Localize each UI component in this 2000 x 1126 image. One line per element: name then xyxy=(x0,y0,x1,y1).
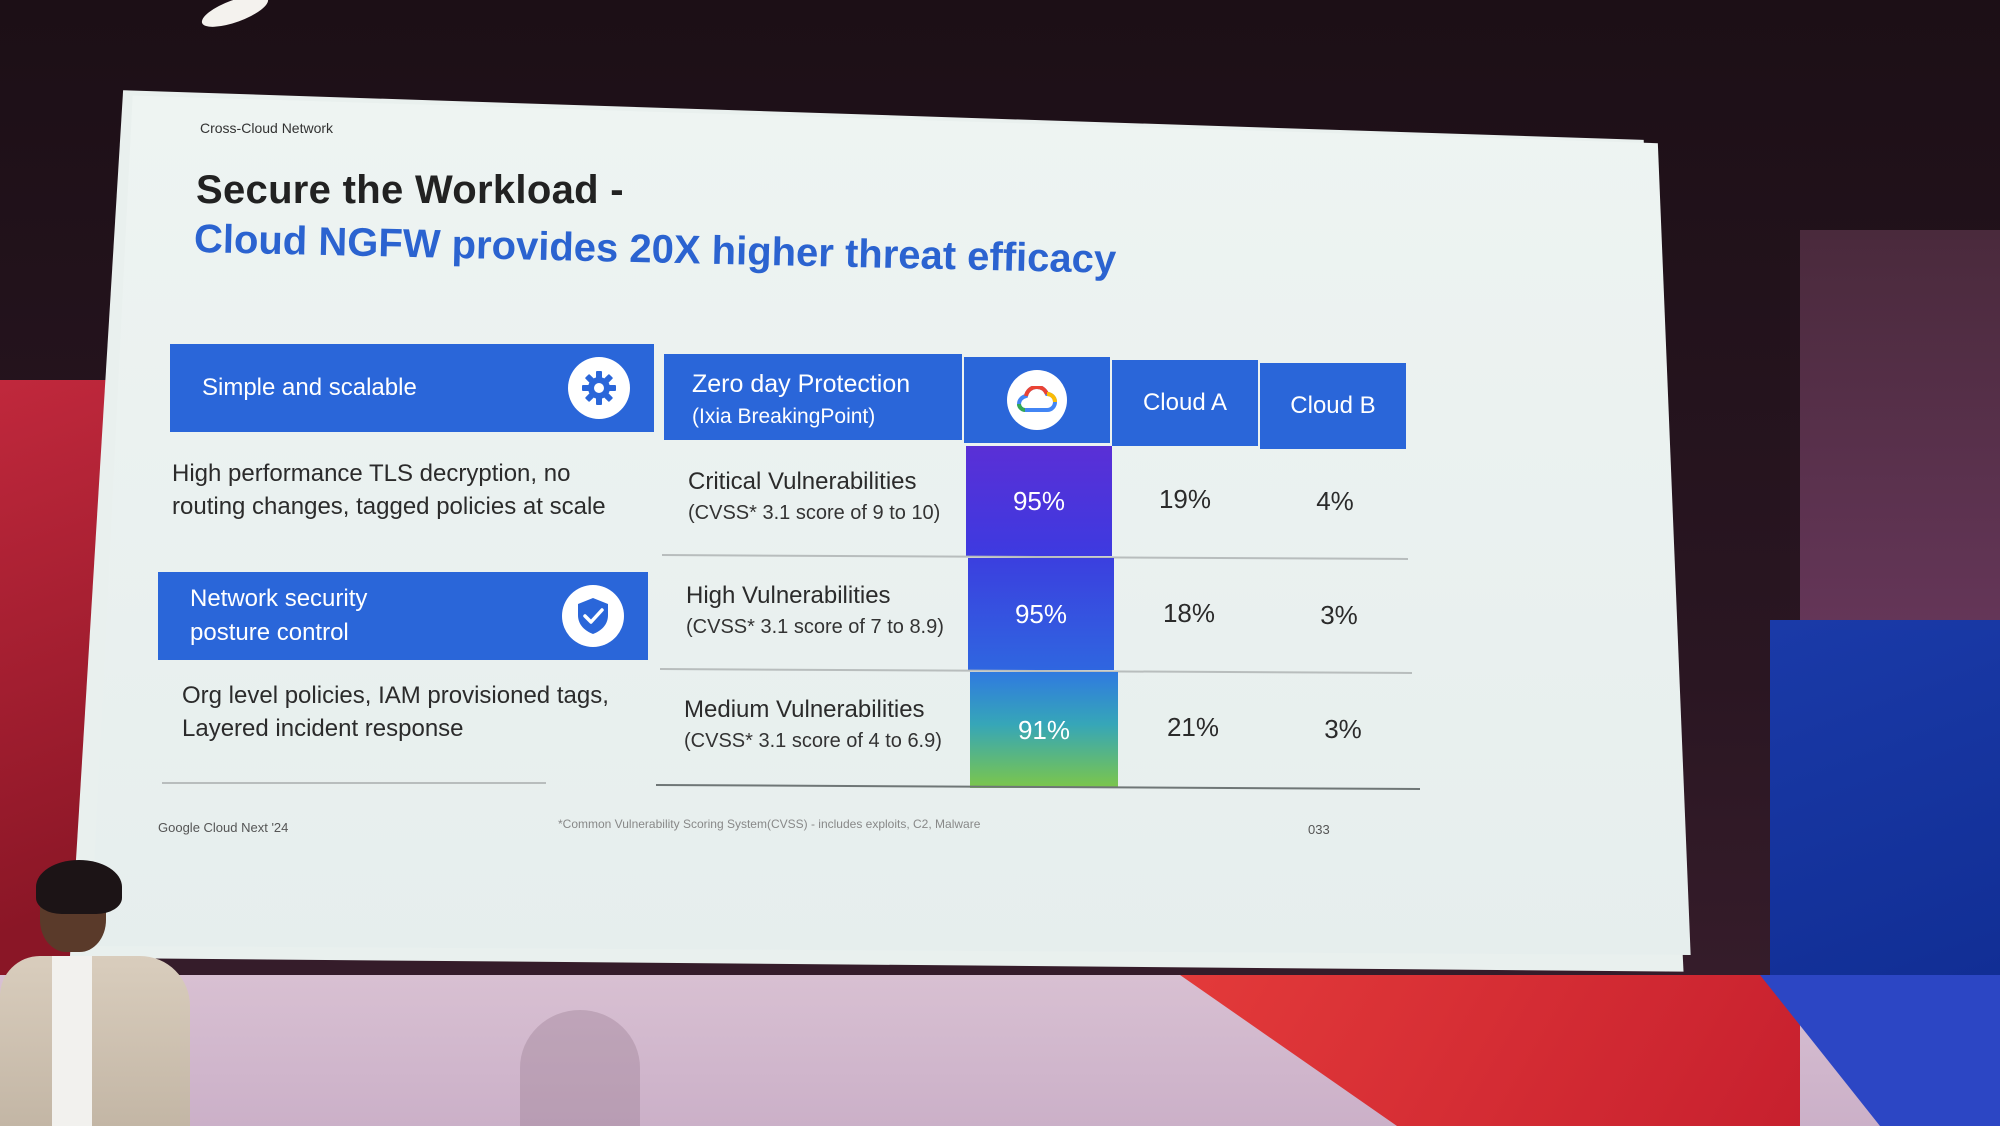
row-name: Medium Vulnerabilities xyxy=(684,696,925,723)
table-header-cloud-a: Cloud A xyxy=(1112,360,1258,446)
cloud-b-value-cell: 3% xyxy=(1324,714,1362,744)
table-header-google-cloud xyxy=(964,357,1110,443)
presentation-slide: Cross-Cloud Network Secure the Workload … xyxy=(90,95,1691,955)
google-cloud-logo-icon xyxy=(1007,370,1067,430)
feature-label: Network security posture control xyxy=(190,582,562,649)
row-name: Critical Vulnerabilities xyxy=(688,468,917,495)
floor-shadow xyxy=(520,1010,640,1126)
row-detail: (CVSS* 3.1 score of 9 to 10) xyxy=(688,502,941,524)
gear-icon xyxy=(568,357,630,419)
table-header-subtitle: (Ixia BreakingPoint) xyxy=(692,405,876,428)
feature-description: Org level policies, IAM provisioned tags… xyxy=(182,682,609,743)
cloud-a-value-cell: 18% xyxy=(1162,598,1216,628)
table-row-label: Critical Vulnerabilities (CVSS* 3.1 scor… xyxy=(688,468,940,525)
presenter-shirt xyxy=(52,956,92,1126)
feature-description: High performance TLS decryption, no rout… xyxy=(172,460,606,521)
divider xyxy=(162,782,546,784)
feature-label-line: Network security xyxy=(190,585,368,613)
row-detail: (CVSS* 3.1 score of 7 to 8.9) xyxy=(686,616,944,638)
table-header-zero-day: Zero day Protection (Ixia BreakingPoint) xyxy=(664,354,962,440)
cloud-b-value-cell: 3% xyxy=(1320,600,1358,630)
slide-title: Secure the Workload - xyxy=(196,168,624,212)
page-number: 033 xyxy=(1308,822,1330,837)
section-label: Cross-Cloud Network xyxy=(200,120,334,136)
feature-label-line: posture control xyxy=(190,619,349,646)
slide-subtitle: Cloud NGFW provides 20X higher threat ef… xyxy=(193,217,1117,282)
cloud-b-value-cell: 4% xyxy=(1316,486,1354,516)
footer-event: Google Cloud Next '24 xyxy=(158,820,289,835)
footer-footnote: *Common Vulnerability Scoring System(CVS… xyxy=(558,817,981,831)
table-row-label: Medium Vulnerabilities (CVSS* 3.1 score … xyxy=(684,696,942,753)
feature-bar-network-posture: Network security posture control xyxy=(158,572,648,660)
google-cloud-value-cell: 91% xyxy=(970,672,1118,788)
cloud-a-value-cell: 19% xyxy=(1158,484,1212,514)
ceiling-light xyxy=(198,0,272,34)
cloud-a-value-cell: 21% xyxy=(1166,712,1220,742)
presenter-figure xyxy=(0,860,190,1126)
google-cloud-value-cell: 95% xyxy=(968,558,1114,670)
feature-bar-simple-scalable: Simple and scalable xyxy=(170,344,654,432)
shield-check-icon xyxy=(562,585,624,647)
row-detail: (CVSS* 3.1 score of 4 to 6.9) xyxy=(684,730,942,752)
table-header-title: Zero day Protection xyxy=(692,370,911,398)
table-header-cloud-b: Cloud B xyxy=(1260,363,1406,449)
feature-label: Simple and scalable xyxy=(202,374,417,402)
presenter-turban xyxy=(36,860,122,914)
table-row-label: High Vulnerabilities (CVSS* 3.1 score of… xyxy=(686,582,944,639)
google-cloud-value-cell: 95% xyxy=(966,446,1112,556)
presenter-jacket xyxy=(0,956,190,1126)
row-name: High Vulnerabilities xyxy=(686,582,891,609)
